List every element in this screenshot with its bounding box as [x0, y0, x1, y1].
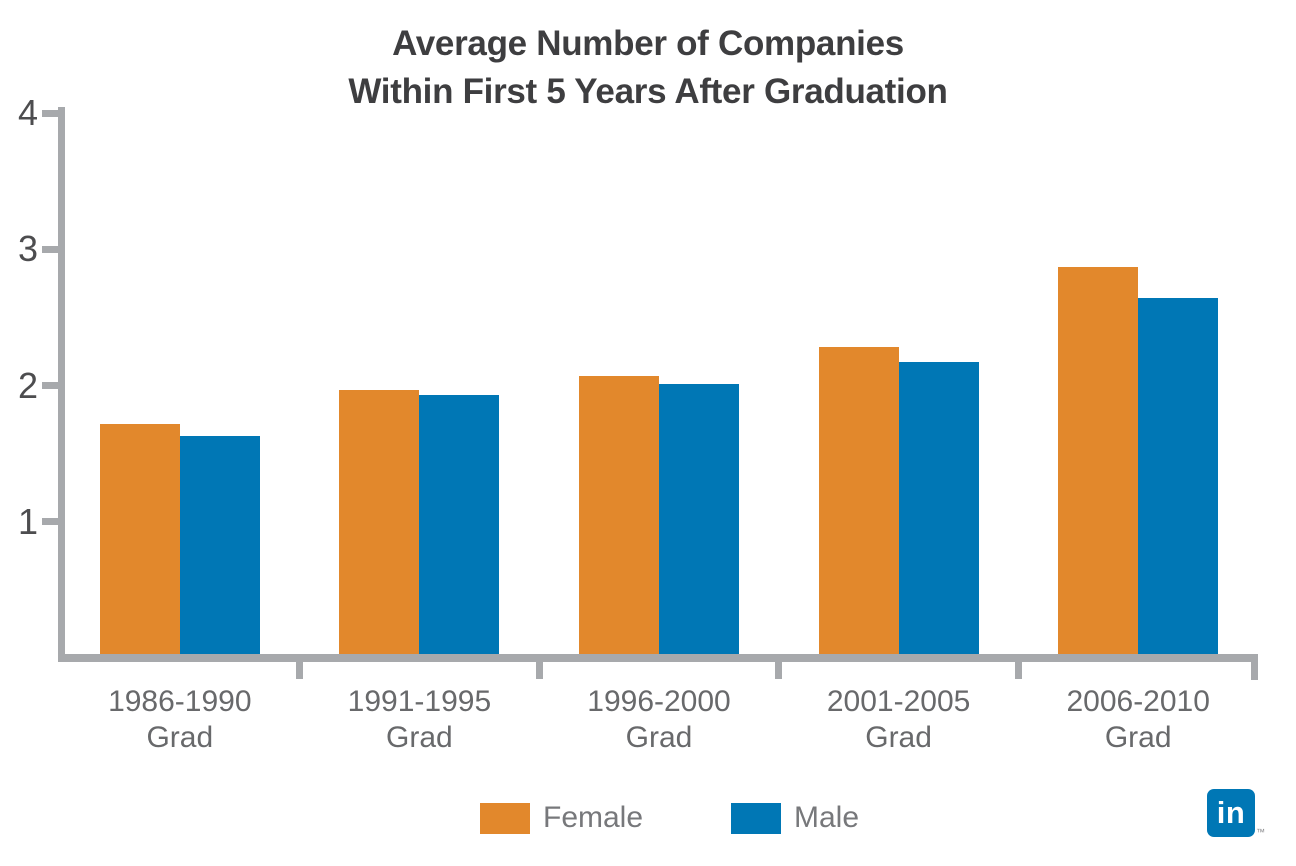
bar-male-1986-1990 — [179, 435, 260, 658]
x-axis-category-label: 1996-2000 Grad — [587, 685, 731, 754]
bar-male-1991-1995 — [419, 395, 500, 658]
x-axis-category-label: 2001-2005 Grad — [826, 685, 971, 754]
y-axis-tick — [42, 245, 65, 253]
trademark-symbol: ™ — [1256, 827, 1265, 837]
y-axis-tick — [42, 109, 65, 117]
x-axis-divider-tick — [1014, 662, 1022, 679]
bar-female-1986-1990 — [99, 423, 180, 658]
bar-female-2006-2010 — [1058, 266, 1139, 658]
legend-swatch-female-icon — [480, 802, 530, 834]
chart-title-line-1: Average Number of Companies — [392, 24, 904, 63]
x-axis-category-label: 1986-1990 Grad — [108, 685, 252, 754]
bar-male-2001-2005 — [898, 362, 979, 658]
y-axis-tick — [42, 518, 65, 526]
bar-female-1991-1995 — [339, 389, 420, 658]
y-axis-tick-label: 2 — [17, 364, 38, 406]
chart-title-line-2: Within First 5 Years After Graduation — [348, 72, 948, 111]
linkedin-logo-icon: in — [1207, 789, 1255, 837]
bar-male-1996-2000 — [659, 384, 739, 658]
x-axis-divider-tick — [296, 662, 304, 679]
legend-label-female: Female — [543, 801, 644, 834]
x-axis-divider-tick — [535, 662, 543, 679]
x-axis-baseline — [58, 654, 1258, 662]
y-axis-tick — [42, 382, 65, 389]
chart-title: Average Number of Companies Within First… — [0, 20, 1296, 116]
x-axis-category-label: 1991-1995 Grad — [347, 685, 492, 754]
legend-swatch-male-icon — [731, 802, 781, 834]
x-axis-divider-tick — [775, 662, 783, 679]
x-axis-category-label: 2006-2010 Grad — [1066, 685, 1210, 754]
legend-item-female: Female — [480, 801, 643, 835]
x-axis-end-tick — [1251, 654, 1258, 680]
bar-female-2001-2005 — [818, 347, 899, 658]
bar-female-1996-2000 — [579, 375, 659, 658]
linkedin-logo-text: in — [1216, 795, 1246, 830]
y-axis-tick-label: 3 — [17, 228, 38, 270]
y-axis-tick-label: 4 — [17, 92, 38, 133]
y-axis-tick-label: 1 — [17, 500, 38, 542]
bar-male-2006-2010 — [1138, 298, 1219, 658]
legend-item-male: Male — [731, 801, 859, 835]
legend-label-male: Male — [794, 801, 860, 834]
